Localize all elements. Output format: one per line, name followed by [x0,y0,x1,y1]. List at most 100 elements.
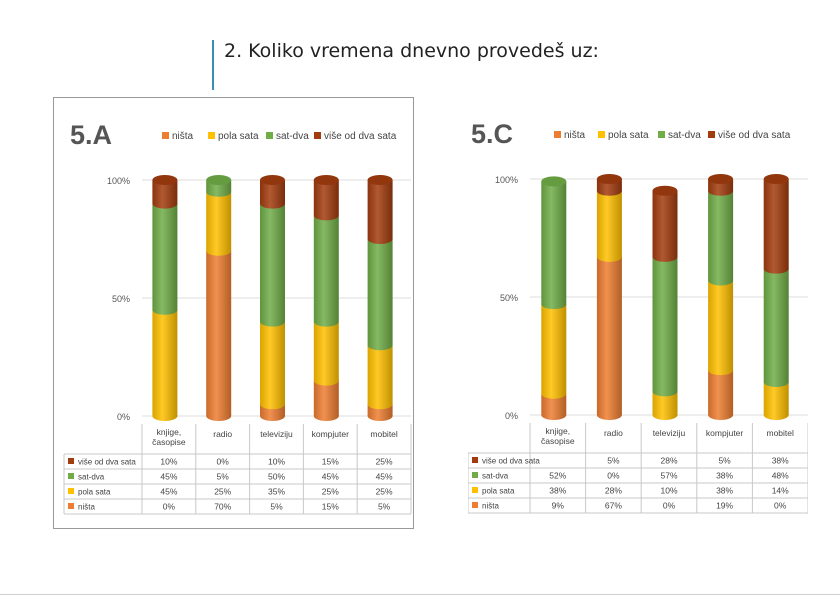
table-cell: 14% [772,486,789,496]
bar-segment-nista [596,256,622,421]
table-cell: 0% [217,457,230,467]
table-cell: 19% [716,501,733,511]
table-cell: 28% [605,486,622,496]
table-cell: 67% [605,501,622,511]
bar-segment-vise [313,180,339,221]
table-cell: 38% [772,456,789,466]
bar-segment-sat_dva [367,239,393,351]
legend-swatch [658,131,665,138]
y-tick-label: 0% [505,411,518,421]
bar-top-cap [206,175,232,185]
table-cell: 5% [378,502,391,512]
legend-swatch [314,132,321,139]
table-row-swatch [472,487,478,493]
table-row-label: pola sata [482,487,515,496]
bar-segment-sat_dva [708,190,734,286]
chart-title: 5.A [70,120,112,150]
table-cell: 28% [660,456,677,466]
table-cell: 45% [160,472,177,482]
category-label-line: knjige, [157,427,182,437]
bar-segment-nista [313,380,339,422]
bar-top-cap [541,176,567,187]
legend-label: pola sata [608,130,649,141]
bar-segment-sat_dva [260,203,285,327]
legend-label: sat-dva [276,131,309,142]
bar-top-cap [260,175,285,185]
table-cell: 15% [322,457,339,467]
question-title: 2. Koliko vremena dnevno provedeš uz: [224,40,599,62]
table-cell: 48% [772,471,789,481]
table-cell: 10% [268,457,285,467]
chart-panel-5c: 5.C ništa pola sata sat-dva više od dva sata… [467,97,809,527]
bar-top-cap [708,174,734,184]
legend-label: ništa [172,131,194,142]
bar-segment-nista [541,393,567,420]
bar-segment-vise [763,179,789,274]
y-tick-label: 100% [107,176,130,186]
legend-label: više od dva sata [324,131,397,142]
table-cell: 57% [660,471,677,481]
table-cell: 9% [552,501,565,511]
legend-swatch [554,131,561,138]
table-cell: 45% [322,472,339,482]
table-cell: 35% [268,487,285,497]
table-row-label: pola sata [78,488,111,497]
table-cell: 5% [217,472,230,482]
bar-top-cap [152,175,178,185]
table-cell: 10% [160,457,177,467]
bar-segment-pola_sata [206,191,232,256]
chart-5a: 5.A ništa pola sata sat-dva više od dva sata… [63,120,412,515]
table-cell: 70% [214,502,231,512]
table-cell: 0% [663,501,676,511]
chart-5c: 5.C ništa pola sata sat-dva više od dva sata… [467,119,809,514]
bar-segment-sat_dva [763,268,789,387]
table-row-swatch [472,502,478,508]
bar-segment-sat_dva [313,215,339,327]
table-row-swatch [68,503,74,509]
y-tick-label: 50% [112,294,130,304]
bar-top-cap [367,175,393,185]
bar-segment-pola_sata [708,280,734,376]
bar-segment-sat_dva [152,203,178,315]
bar-segment-vise [152,180,178,209]
question-accent-bar [212,40,214,90]
legend-swatch [598,131,605,138]
category-label: kompjuter [312,429,349,439]
category-label: radio [213,429,232,439]
legend-swatch [266,132,273,139]
legend-label: više od dva sata [718,130,791,141]
bar-segment-pola_sata [763,381,789,421]
bar-top-cap [763,174,789,184]
category-label: kompjuter [706,428,743,438]
bar-segment-pola_sata [652,391,678,421]
bar-segment-vise [260,180,285,209]
legend-swatch [708,131,715,138]
table-row-label: sat-dva [482,472,509,481]
bar-segment-pola_sata [260,321,285,410]
table-row-swatch [472,457,478,463]
table-row-swatch [68,473,74,479]
bar-segment-pola_sata [152,309,178,422]
table-cell: 38% [549,486,566,496]
category-label-line: časopise [152,437,186,447]
legend-label: sat-dva [668,130,701,141]
bar-segment-nista [206,250,232,422]
table-row-label: više od dva sata [78,458,136,467]
table-row-swatch [472,472,478,478]
chart-title: 5.C [471,119,513,149]
table-row-label: ništa [78,503,95,512]
bar-segment-pola_sata [367,345,393,410]
bar-segment-vise [652,190,678,262]
category-label: mobitel [370,429,398,439]
table-cell: 5% [607,456,620,466]
legend-label: ništa [564,130,586,141]
table-row-label: ništa [482,502,499,511]
category-label: knjige, časopise [152,427,186,447]
table-cell: 45% [160,487,177,497]
table-cell: 25% [214,487,231,497]
legend-label: pola sata [218,131,259,142]
table-row-label: više od dva sata [482,457,540,466]
table-cell: 0% [163,502,176,512]
table-cell: 38% [716,471,733,481]
table-cell: 15% [322,502,339,512]
